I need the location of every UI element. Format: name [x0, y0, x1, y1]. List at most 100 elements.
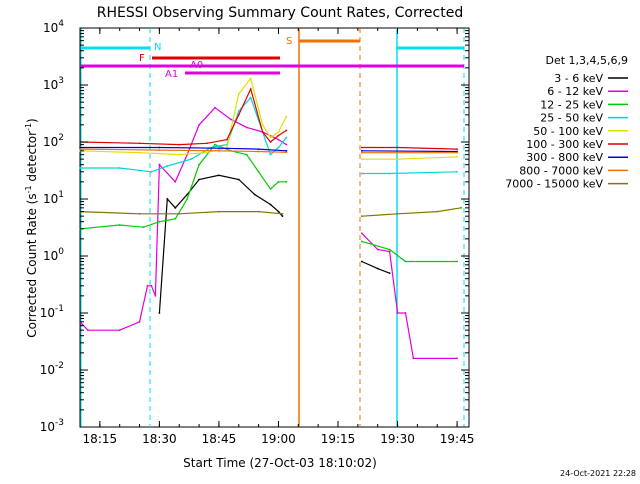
legend-label-1: 6 - 12 keV [547, 85, 603, 98]
series-3-point [360, 172, 363, 175]
axes-layer: 18:15 18:30 18:45 19:00 19:15 19:30 19:45 10-3 1… [40, 19, 475, 446]
series-7-point [257, 150, 260, 153]
series-4-point [277, 131, 280, 133]
series-1-point [229, 118, 232, 121]
series-2-point [186, 198, 189, 200]
series-5-point [225, 138, 228, 141]
series-2-point [214, 143, 216, 146]
series-1-point [277, 138, 280, 141]
series-8-point [178, 212, 181, 215]
x-tick-label-2: 18:45 [202, 432, 237, 446]
series-2-point [118, 224, 121, 226]
legend-label-8: 7000 - 15000 keV [505, 178, 603, 191]
x-axis-label: Start Time (27-Oct-03 18:10:02) [183, 456, 377, 470]
series-8-point [138, 212, 141, 215]
legend-label-7: 800 - 7000 keV [519, 164, 603, 177]
series-4-point [249, 77, 252, 80]
series-0-point [158, 312, 161, 314]
x-tick-label-6: 19:45 [440, 432, 475, 446]
instrument-states: N F A0 A1 S [80, 28, 465, 427]
series-4-point [261, 123, 264, 126]
series-4-point [285, 115, 288, 118]
series-0-point [269, 203, 272, 206]
series-5-point [261, 131, 264, 133]
legend-label-3: 25 - 50 keV [540, 112, 603, 125]
series-4-point [206, 151, 208, 154]
series-2-point [456, 260, 458, 263]
series-1-point [285, 143, 288, 146]
series-2-point [388, 248, 391, 251]
series-3-point [388, 172, 391, 175]
series-5-point [269, 141, 272, 143]
y-axis-label: Corrected Count Rate (s-1 detector-1) [24, 118, 39, 337]
series-1-point [412, 357, 415, 360]
series-1-point [154, 294, 157, 297]
series-1-point [138, 320, 141, 323]
series-3-point [190, 158, 193, 161]
series-1-point [376, 248, 379, 251]
y-label-sup-1: -1 [24, 185, 33, 193]
series-2-point [158, 220, 161, 223]
series-6-point [360, 149, 363, 152]
y-tick-label-6: 103 [43, 76, 64, 92]
series-1-point [174, 180, 177, 183]
label-n: N [154, 42, 161, 53]
series-2-point [404, 260, 407, 263]
series-3-point [118, 167, 121, 169]
series-line-2 [79, 143, 458, 263]
series-8-point [218, 210, 220, 213]
label-f: F [139, 53, 145, 64]
series-5-point [277, 134, 280, 137]
legend-title: Det 1,3,4,5,6,9 [545, 54, 628, 67]
series-3-point [456, 170, 458, 173]
series-3-point [237, 110, 240, 112]
series-4-point [237, 92, 240, 95]
series-0-point [166, 198, 169, 200]
series-8-point [460, 206, 462, 209]
series-4-point [456, 155, 458, 158]
legend-label-5: 100 - 300 keV [526, 138, 603, 151]
series-2-point [257, 170, 260, 173]
series-6-point [158, 146, 161, 149]
series-1-point [87, 329, 89, 332]
series-2-point [269, 188, 272, 190]
series-3-point [249, 96, 252, 99]
series-8-point [396, 212, 399, 215]
x-tick-label-3: 19:00 [261, 432, 296, 446]
series-line-5 [79, 87, 458, 150]
series-1-point [158, 163, 161, 166]
series-layer [79, 77, 462, 360]
series-3-point [150, 170, 153, 173]
y-tick-label-1: 10-2 [40, 361, 64, 377]
series-line-1 [79, 106, 458, 359]
x-tick-label-5: 19:30 [380, 432, 415, 446]
series-0-point [253, 193, 256, 196]
y-label-part-2: detector [25, 131, 39, 186]
y-tick-label-0: 10-3 [40, 418, 64, 434]
series-4-point [269, 136, 272, 139]
series-7-point [285, 151, 288, 154]
series-2-point [245, 153, 248, 156]
series-4-point [138, 151, 141, 154]
series-0-point [360, 260, 363, 263]
series-1-point [245, 126, 248, 129]
series-2-point [360, 240, 363, 243]
series-5-point [138, 142, 141, 145]
series-0-point [388, 272, 391, 275]
series-5-point [237, 113, 240, 116]
series-0-point [281, 215, 284, 218]
series-1-point [214, 106, 216, 109]
label-a1: A1 [165, 69, 178, 80]
series-0-point [218, 174, 220, 177]
series-8-point [257, 210, 260, 213]
x-tick-label-0: 18:15 [83, 432, 118, 446]
series-line-8 [79, 207, 462, 217]
y-label-sup-2: -1 [24, 123, 33, 131]
series-1-point [396, 312, 399, 314]
series-7-point [456, 151, 458, 154]
series-1-point [150, 284, 153, 287]
legend-label-4: 50 - 100 keV [533, 125, 603, 138]
